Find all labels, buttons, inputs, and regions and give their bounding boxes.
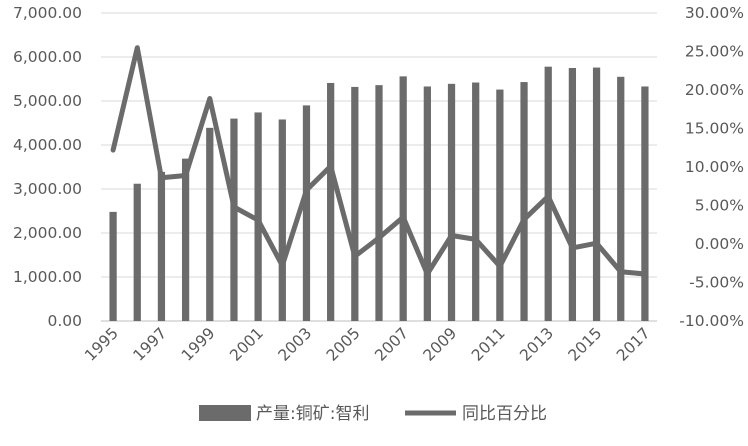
bar-2009 [447, 83, 456, 321]
legend-label-line: 同比百分比 [462, 404, 547, 424]
x-tick-label: 2005 [323, 324, 364, 365]
bar-2010 [472, 82, 480, 322]
legend: 产量:铜矿:智利 同比百分比 [199, 404, 547, 424]
bar-2007 [399, 76, 407, 321]
x-tick-label: 1995 [81, 324, 122, 365]
right-tick-label: 10.00% [685, 158, 744, 176]
bar-2012 [520, 82, 528, 321]
right-tick-label: 30.00% [685, 4, 744, 22]
right-tick-label: 20.00% [685, 81, 744, 99]
right-tick-label: -10.00% [679, 312, 744, 330]
bar-2000 [230, 118, 238, 321]
bar-2002 [278, 119, 286, 321]
x-tick-label: 2001 [226, 324, 267, 365]
x-tick-label: 2017 [613, 324, 654, 365]
bar-1999 [206, 127, 214, 321]
bar-2017 [641, 86, 649, 321]
legend-swatch-bar [199, 405, 251, 421]
right-tick-label: -5.00% [689, 274, 744, 292]
x-tick-label: 2003 [275, 324, 316, 365]
x-tick-label: 2007 [371, 324, 412, 365]
bar-2004 [327, 82, 335, 322]
bar-2006 [375, 85, 383, 321]
bar-2005 [351, 86, 359, 321]
x-tick-label: 2015 [565, 324, 606, 365]
x-tick-label: 1997 [130, 324, 171, 365]
left-tick-label: 7,000.00 [13, 4, 82, 22]
right-axis: -10.00% -5.00% 0.00% 5.00% 10.00% 15.00% 20.00… [679, 4, 744, 330]
bar-2014 [568, 68, 577, 321]
right-tick-label: 15.00% [685, 120, 744, 138]
right-tick-label: 5.00% [695, 197, 744, 215]
x-tick-label: 2011 [468, 324, 509, 365]
x-tick-label: 2009 [420, 324, 461, 365]
left-tick-label: 2,000.00 [13, 224, 82, 242]
bar-2016 [617, 76, 625, 321]
left-tick-label: 1,000.00 [13, 268, 82, 286]
bar-1997 [157, 171, 166, 321]
right-tick-label: 0.00% [695, 235, 744, 253]
bar-2011 [496, 89, 504, 321]
bar-1996 [133, 183, 141, 321]
left-tick-label: 5,000.00 [13, 92, 82, 110]
bar-2008 [423, 86, 431, 321]
x-axis: 1995 1997 1999 2001 2003 2005 2007 2009 2011 2013… [81, 324, 653, 365]
bar-2001 [254, 112, 262, 321]
left-tick-label: 6,000.00 [13, 48, 82, 66]
left-tick-label: 0.00 [47, 312, 82, 330]
line-series [110, 45, 648, 277]
bar-2015 [592, 67, 601, 321]
bar-2003 [302, 105, 311, 322]
x-tick-label: 2013 [516, 324, 557, 365]
x-tick-label: 1999 [178, 324, 219, 365]
legend-label-bar: 产量:铜矿:智利 [256, 404, 369, 424]
bar-1998 [181, 158, 190, 321]
left-tick-label: 4,000.00 [13, 136, 82, 154]
bar-1995 [109, 211, 117, 321]
left-axis: 0.00 1,000.00 2,000.00 3,000.00 4,000.00 5,00… [13, 4, 82, 330]
right-tick-label: 25.00% [685, 43, 744, 61]
left-tick-label: 3,000.00 [13, 180, 82, 198]
bar-series [109, 66, 649, 322]
